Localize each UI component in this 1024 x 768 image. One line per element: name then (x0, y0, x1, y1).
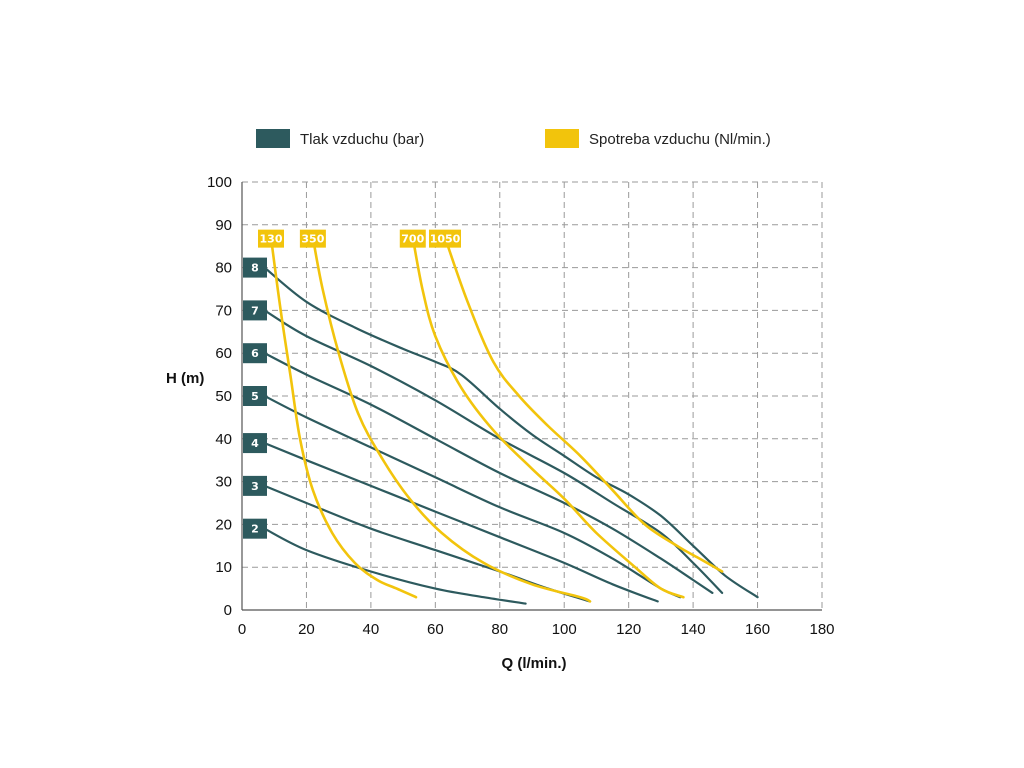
pressure-tag-label: 7 (251, 304, 259, 317)
y-tick-label: 70 (215, 302, 232, 319)
pressure-tag-8 (243, 257, 267, 278)
legend-swatch-0 (256, 129, 290, 148)
pressure-curves: 8 7 6 5 4 3 2 (243, 257, 759, 605)
air-curve-350 (311, 236, 592, 603)
pressure-tag-label: 6 (251, 347, 259, 360)
y-tick-label: 0 (224, 602, 232, 619)
pressure-tag-4 (243, 433, 267, 454)
pressure-curve-6 (263, 352, 714, 594)
x-tick-label: 120 (616, 621, 641, 638)
pressure-tag-2 (243, 518, 267, 539)
pressure-curve-8 (263, 266, 759, 599)
air-curve-130 (269, 236, 418, 599)
y-tick-label: 10 (215, 559, 232, 576)
pressure-curve-3 (263, 484, 592, 603)
air-tag-1050 (429, 229, 461, 248)
x-tick-label: 100 (552, 621, 577, 638)
pressure-tag-label: 8 (251, 262, 259, 275)
pressure-tag-6 (243, 343, 267, 364)
legend-swatch-1 (545, 129, 579, 148)
x-axis-title: Q (l/min.) (502, 655, 567, 672)
air-consumption-curves: 130 350 700 1050 (258, 229, 724, 603)
axes: 0 20 40 60 80 100 120 140 160 180 0 10 20 30 40 50 60 70 8… (166, 174, 835, 672)
pressure-tag-5 (243, 386, 267, 406)
pressure-tag-label: 5 (251, 390, 259, 403)
legend-label-0: Tlak vzduchu (bar) (300, 131, 424, 148)
x-tick-label: 140 (681, 621, 706, 638)
x-tick-label: 80 (491, 621, 508, 638)
pressure-tag-label: 4 (251, 437, 259, 450)
y-axis-title: H (m) (166, 370, 204, 387)
air-tag-130 (258, 229, 284, 248)
y-tick-label: 100 (207, 174, 232, 191)
y-tick-label: 20 (215, 516, 232, 533)
x-tick-label: 180 (809, 621, 834, 638)
x-tick-label: 60 (427, 621, 444, 638)
air-tag-350 (299, 229, 326, 248)
y-tick-label: 30 (215, 474, 232, 491)
x-tick-label: 0 (238, 621, 246, 638)
air-curve-700 (411, 236, 685, 599)
legend-label-1: Spotreba vzduchu (Nl/min.) (589, 131, 771, 148)
y-tick-label: 80 (215, 260, 232, 277)
x-tick-label: 160 (745, 621, 770, 638)
pressure-curve-2 (263, 527, 527, 605)
pressure-tag-label: 3 (251, 480, 259, 493)
y-tick-label: 60 (215, 345, 232, 362)
pressure-tag-3 (243, 475, 267, 496)
air-tag-label: 350 (301, 233, 324, 246)
y-tick-label: 40 (215, 431, 232, 448)
air-curve-1050 (443, 236, 724, 573)
air-tag-label: 1050 (430, 233, 461, 246)
pressure-tag-label: 2 (251, 523, 259, 536)
pressure-curve-4 (263, 442, 659, 603)
pressure-tag-7 (243, 300, 267, 321)
air-tag-700 (399, 229, 426, 248)
y-tick-label: 50 (215, 388, 232, 405)
legend: Tlak vzduchu (bar) Spotreba vzduchu (Nl/m… (256, 129, 771, 148)
grid (242, 181, 823, 610)
y-tick-label: 90 (215, 217, 232, 234)
pressure-curve-5 (263, 394, 682, 599)
x-tick-label: 20 (298, 621, 315, 638)
x-tick-label: 40 (363, 621, 380, 638)
air-tag-label: 700 (401, 233, 424, 246)
air-tag-label: 130 (260, 233, 283, 246)
